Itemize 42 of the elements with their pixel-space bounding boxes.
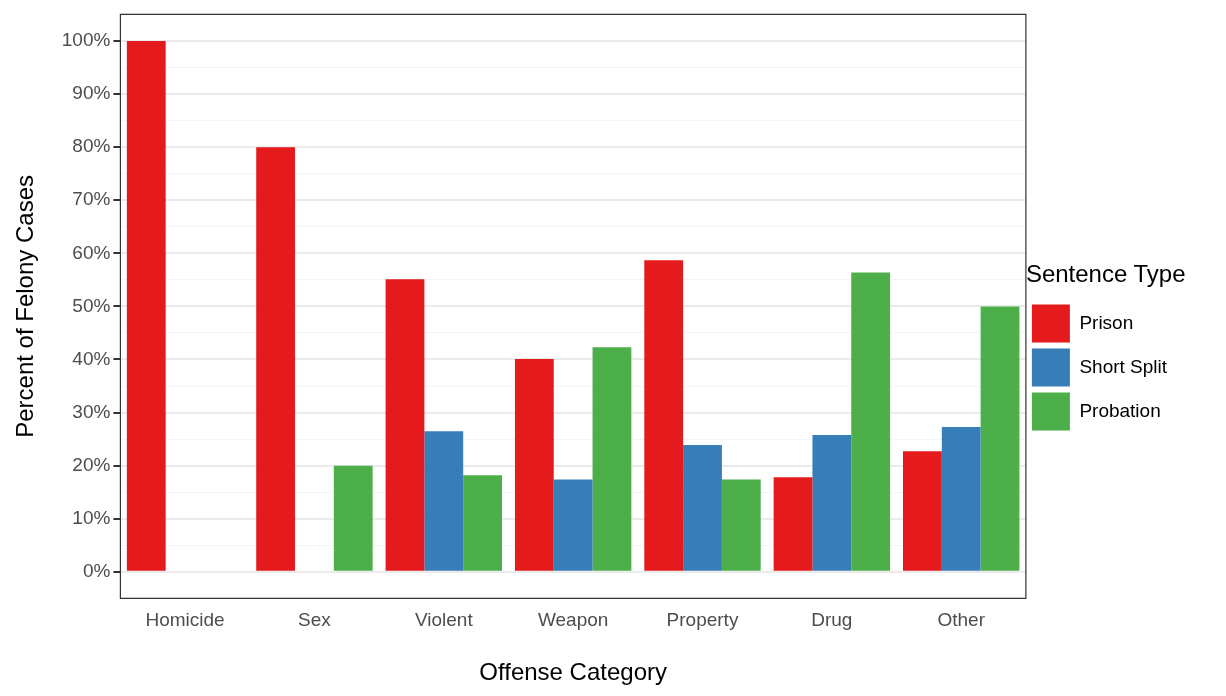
bar (721, 479, 761, 571)
y-tick-label: 10% (72, 507, 111, 528)
bar (903, 451, 942, 571)
bar (256, 147, 296, 571)
y-tick-label: 60% (72, 241, 111, 263)
bar (385, 279, 425, 571)
x-tick-label: Property (666, 609, 739, 631)
x-tick-label: Violent (414, 609, 474, 631)
bar (126, 40, 166, 571)
bar (773, 477, 813, 571)
bar (683, 444, 722, 571)
legend-label: Short Split (1079, 355, 1168, 377)
y-tick-label: 0% (82, 560, 111, 582)
legend-label: Prison (1079, 311, 1134, 333)
bar (592, 347, 632, 571)
y-tick-label: 90% (72, 82, 111, 104)
y-tick-label: 20% (72, 453, 111, 475)
bar (812, 434, 852, 571)
bar (941, 426, 981, 571)
x-tick-label: Weapon (537, 609, 609, 631)
x-tick-label: Drug (811, 609, 853, 631)
x-tick-label: Homicide (145, 609, 225, 631)
bar (514, 358, 554, 571)
bar (424, 431, 464, 571)
bar (333, 465, 373, 571)
bar (980, 306, 1020, 571)
bar (644, 260, 684, 571)
bar (463, 475, 502, 571)
y-tick-label: 30% (72, 400, 111, 422)
legend-title: Sentence Type (1025, 260, 1186, 288)
y-axis-title: Percent of Felony Cases (11, 175, 39, 438)
x-axis-title: Offense Category (479, 658, 667, 686)
y-tick-label: 50% (72, 294, 111, 316)
y-tick-label: 70% (72, 188, 111, 210)
y-tick-label: 40% (72, 347, 111, 369)
y-tick-label: 80% (72, 135, 111, 157)
bar (851, 272, 891, 571)
x-tick-label: Other (937, 609, 986, 631)
legend-label: Probation (1079, 399, 1161, 421)
x-tick-label: Sex (298, 609, 332, 631)
y-tick-label: 100% (61, 29, 111, 51)
bar (553, 479, 593, 571)
